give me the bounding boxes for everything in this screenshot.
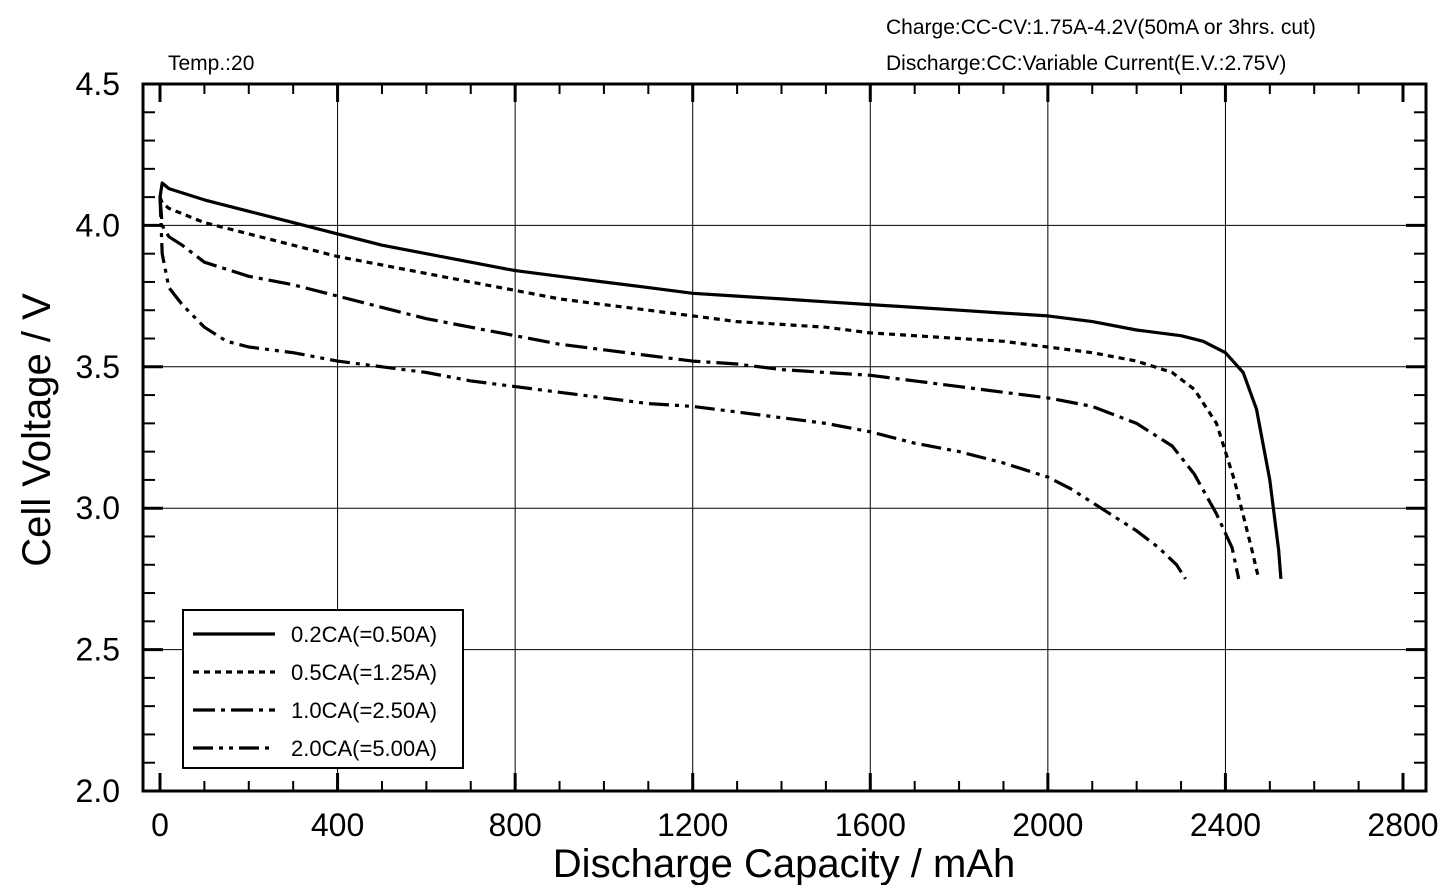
axis-ticks: [143, 82, 1426, 793]
y-tick-label: 3.5: [76, 349, 120, 385]
series-line-1: [158, 181, 1283, 580]
series-line-3: [158, 196, 1241, 580]
series-line-4: [158, 197, 1187, 580]
x-axis-title: Discharge Capacity / mAh: [553, 842, 1015, 885]
y-tick-label: 3.0: [76, 490, 120, 526]
legend-label: 0.5CA(=1.25A): [291, 660, 437, 685]
x-tick-label: 0: [151, 807, 169, 843]
legend-label: 0.2CA(=0.50A): [291, 622, 437, 647]
series-lines: [158, 181, 1283, 580]
legend-label: 2.0CA(=5.00A): [291, 736, 437, 761]
x-tick-label: 2400: [1190, 807, 1261, 843]
y-tick-label: 4.0: [76, 207, 120, 243]
x-tick-label: 2800: [1367, 807, 1438, 843]
legend-box: [182, 609, 464, 769]
y-axis-title: Cell Voltage / V: [15, 293, 59, 567]
plot-frame: [141, 82, 1428, 793]
y-tick-label: 2.5: [76, 632, 120, 668]
x-tick-label: 1600: [835, 807, 906, 843]
y-tick-label: 2.0: [76, 773, 120, 809]
x-tick-label: 2000: [1012, 807, 1083, 843]
y-axis-tick-labels: 2.0 2.5 3.0 3.5 4.0 4.5: [76, 66, 120, 809]
temperature-annotation: Temp.:20: [168, 52, 254, 75]
discharge-condition-annotation: Discharge:CC:Variable Current(E.V.:2.75V…: [886, 52, 1286, 75]
legend: 0.2CA(=0.50A) 0.5CA(=1.25A) 1.0CA(=2.50A) 2…: [182, 609, 464, 769]
legend-label: 1.0CA(=2.50A): [291, 698, 437, 723]
x-axis-tick-labels: 0 400 800 1200 1600 2000 2400 2800: [151, 807, 1438, 843]
x-tick-label: 400: [311, 807, 364, 843]
series-line-2: [158, 196, 1261, 580]
charge-condition-annotation: Charge:CC-CV:1.75A-4.2V(50mA or 3hrs. cu…: [886, 16, 1316, 39]
x-tick-label: 1200: [657, 807, 728, 843]
x-tick-label: 800: [488, 807, 541, 843]
y-tick-label: 4.5: [76, 66, 120, 102]
